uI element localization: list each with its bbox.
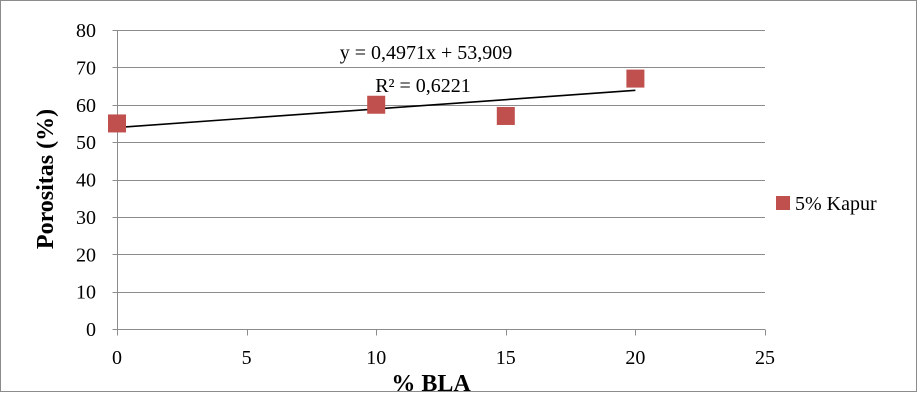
y-axis-title: Porositas (%) <box>33 109 59 249</box>
y-tick-label: 40 <box>76 170 96 192</box>
x-tick-label: 5 <box>242 347 252 369</box>
x-tick-label: 20 <box>625 347 645 369</box>
data-point <box>496 106 515 125</box>
y-tick-label: 10 <box>76 282 96 304</box>
data-point <box>367 95 386 114</box>
x-tick-label: 15 <box>496 347 516 369</box>
x-tick-label: 0 <box>112 347 122 369</box>
tick-labels: 0 10 20 30 40 50 60 70 80 0 5 10 15 20 25 <box>76 20 775 369</box>
y-tick-label: 80 <box>76 20 96 42</box>
data-point <box>626 69 645 88</box>
y-tick-label: 30 <box>76 207 96 229</box>
y-tick-label: 0 <box>86 319 96 341</box>
legend-label: 5% Kapur <box>795 193 877 215</box>
legend: 5% Kapur <box>776 193 877 215</box>
trendline-r-squared: R² = 0,6221 <box>375 75 471 97</box>
x-tick-label: 25 <box>755 347 775 369</box>
y-tick-label: 60 <box>76 95 96 117</box>
y-tick-label: 50 <box>76 132 96 154</box>
legend-marker <box>776 196 790 210</box>
data-point <box>108 114 126 133</box>
trendline-equation: y = 0,4971x + 53,909 <box>340 42 513 64</box>
axes <box>112 30 766 336</box>
x-tick-label: 10 <box>366 347 386 369</box>
x-axis-title: % BLA <box>391 371 471 393</box>
y-tick-label: 20 <box>76 244 96 266</box>
gridlines <box>117 30 765 293</box>
y-tick-label: 70 <box>76 57 96 79</box>
data-points <box>108 69 645 133</box>
